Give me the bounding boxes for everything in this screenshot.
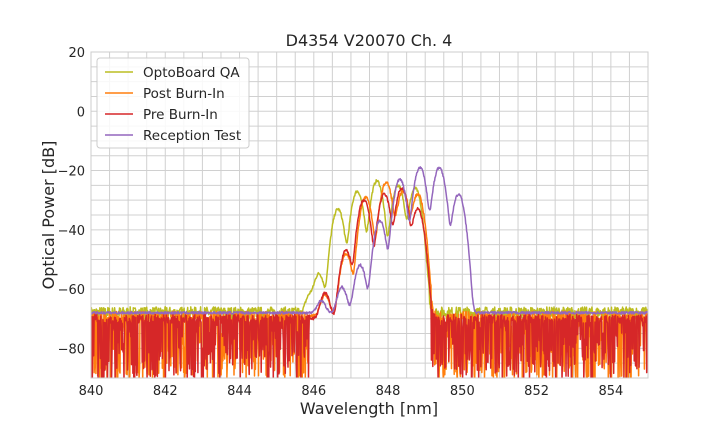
legend-label: Pre Burn-In [143,107,218,123]
x-tick-label: 852 [524,384,549,399]
x-tick-label: 842 [153,384,178,399]
series-lines [91,166,648,378]
chart-title: D4354 V20070 Ch. 4 [286,31,453,50]
y-tick-label: −60 [58,283,85,298]
legend-label: Reception Test [143,128,241,144]
x-tick-label: 854 [598,384,623,399]
series-line-reception-test [91,166,648,315]
y-tick-label: 20 [68,46,85,61]
legend-box [96,57,250,149]
x-tick-label: 850 [450,384,475,399]
x-tick-label: 848 [376,384,401,399]
x-axis-label: Wavelength [nm] [300,399,438,418]
x-tick-label: 844 [227,384,252,399]
y-tick-label: −20 [58,165,85,180]
y-tick-label: −40 [58,224,85,239]
legend-label: Post Burn-In [143,86,225,102]
y-tick-label: 0 [77,105,85,120]
x-tick-label: 840 [79,384,104,399]
y-axis-label: Optical Power [dB] [39,141,58,290]
y-tick-label: −80 [58,342,85,357]
series-line-pre-burn-in [91,187,648,378]
x-tick-label: 846 [301,384,326,399]
plot-frame [90,51,649,379]
legend-label: OptoBoard QA [143,65,240,81]
legend: OptoBoard QA Post Burn-In Pre Burn-In Recep… [96,57,250,149]
